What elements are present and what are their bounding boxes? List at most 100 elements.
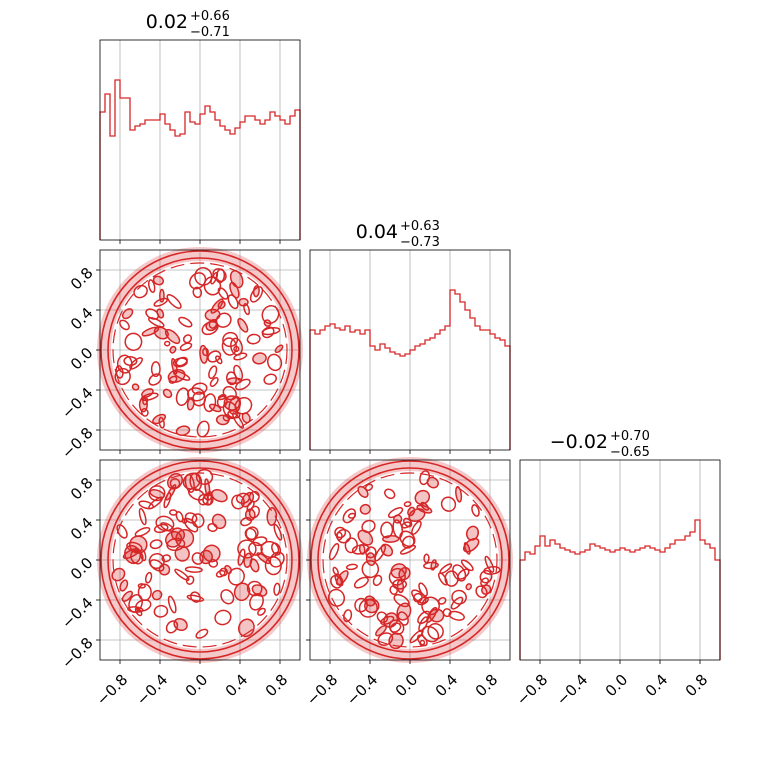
contour-blob bbox=[357, 529, 374, 546]
contour-blob bbox=[351, 544, 370, 555]
contour-blob bbox=[172, 370, 191, 381]
contour-blob bbox=[202, 493, 214, 506]
contour-blob bbox=[156, 308, 165, 319]
contour-blob bbox=[479, 569, 493, 584]
contour-blob bbox=[163, 492, 172, 509]
title-median: 0.04 bbox=[356, 221, 398, 243]
contour-blob bbox=[144, 571, 153, 584]
contour-blob bbox=[152, 275, 165, 286]
contour-blob bbox=[202, 347, 209, 357]
histogram-title-1: 0.02 +0.66−0.71 bbox=[146, 9, 230, 40]
y-tick-label: 0.8 bbox=[67, 264, 97, 294]
contour-blob bbox=[364, 595, 376, 607]
contour-blob bbox=[191, 552, 204, 565]
contour-blob bbox=[208, 318, 218, 329]
contour-blob bbox=[451, 589, 467, 605]
contour-blob bbox=[465, 583, 472, 591]
y-tick-label: 0.4 bbox=[67, 514, 97, 544]
contour-blob bbox=[133, 284, 148, 299]
contour-blob bbox=[361, 560, 380, 579]
contour-line-outer-2 bbox=[317, 467, 503, 653]
contour-blob bbox=[398, 566, 411, 581]
contour-blob bbox=[376, 611, 389, 623]
title-plus-error: +0.63 bbox=[400, 219, 440, 234]
contour-blob bbox=[151, 589, 163, 601]
contour-blob bbox=[189, 272, 207, 290]
histogram-step-line bbox=[99, 79, 301, 240]
contour-blob bbox=[173, 617, 188, 632]
histogram-title-2: 0.04 +0.63−0.73 bbox=[356, 219, 440, 250]
contour-blob bbox=[195, 628, 209, 639]
contour-blob bbox=[345, 563, 358, 571]
contour-blob bbox=[421, 625, 440, 643]
contour-blob bbox=[471, 504, 480, 517]
contour-blob bbox=[207, 523, 218, 532]
x-tick-label: −0.8 bbox=[303, 671, 341, 709]
contour-blob bbox=[237, 539, 257, 559]
contour-blob bbox=[403, 501, 412, 508]
contour-blob bbox=[185, 575, 195, 585]
contour-blob bbox=[240, 516, 253, 527]
title-minus-error: −0.65 bbox=[610, 445, 650, 460]
contour-blob bbox=[153, 604, 169, 618]
histogram-step-line bbox=[309, 289, 511, 450]
contour-blob bbox=[167, 368, 186, 383]
x-tick-label: −0.4 bbox=[133, 671, 171, 709]
contour-blob bbox=[179, 342, 193, 351]
contour-blob bbox=[140, 408, 149, 417]
contour-blob bbox=[411, 589, 427, 604]
contour-blob bbox=[121, 590, 133, 602]
contour-blob bbox=[186, 397, 195, 411]
contour-blob bbox=[353, 576, 369, 589]
contour-blob bbox=[184, 512, 198, 524]
x-tick-label: 0.0 bbox=[182, 671, 212, 701]
contour-blob bbox=[207, 350, 222, 363]
contour-blob bbox=[327, 588, 346, 607]
contour-blob bbox=[233, 345, 240, 353]
contour-blob bbox=[357, 485, 369, 498]
contour-blob bbox=[233, 364, 244, 381]
contour-blob bbox=[392, 578, 408, 590]
contour-blob bbox=[187, 487, 206, 501]
contour-blob bbox=[423, 553, 430, 564]
contour-blob bbox=[191, 513, 205, 528]
contour-blob bbox=[230, 337, 243, 356]
y-tick-label: 0.0 bbox=[67, 554, 97, 584]
contour-blob bbox=[359, 503, 371, 515]
y-tick-label: −0.8 bbox=[58, 634, 96, 672]
contour-blob bbox=[240, 491, 255, 508]
contour-blob bbox=[161, 554, 172, 563]
x-tick-label: 0.0 bbox=[392, 671, 422, 701]
contour-blob bbox=[392, 519, 404, 539]
contour-blob bbox=[168, 509, 178, 516]
contour-blob bbox=[384, 488, 396, 500]
contour-blob bbox=[155, 515, 175, 532]
contour-line-outer bbox=[100, 250, 300, 450]
contour-blob bbox=[440, 496, 457, 512]
x-axis-3-3: −0.8 −0.4 0.0 0.4 0.8 bbox=[513, 660, 711, 709]
contour-blob bbox=[221, 337, 238, 356]
contour-blob bbox=[149, 559, 165, 572]
contour-blob bbox=[412, 592, 423, 603]
contour-blob bbox=[273, 582, 281, 596]
y-axis-1-2: −0.8−0.4 0.0 0.4 0.8 bbox=[58, 264, 100, 462]
contour-blob bbox=[115, 365, 124, 379]
title-plus-error: +0.66 bbox=[190, 9, 230, 24]
contour-blob bbox=[375, 625, 387, 637]
contour-blob bbox=[184, 566, 203, 573]
contour-blob bbox=[192, 286, 203, 299]
contour-blob bbox=[138, 507, 147, 526]
contour-blob bbox=[130, 549, 144, 565]
contour-blob bbox=[208, 403, 222, 413]
contour-blob bbox=[129, 357, 143, 370]
contour-blob bbox=[119, 579, 129, 592]
title-plus-error: +0.70 bbox=[610, 429, 650, 444]
contour-blob bbox=[249, 286, 264, 303]
contour-blob bbox=[229, 281, 240, 299]
contour-blob bbox=[148, 373, 162, 386]
contour-blob bbox=[249, 558, 260, 573]
contour-blob bbox=[116, 524, 128, 539]
contour-blob bbox=[380, 521, 394, 539]
contour-blob bbox=[121, 308, 134, 320]
contour-blob bbox=[191, 382, 208, 395]
